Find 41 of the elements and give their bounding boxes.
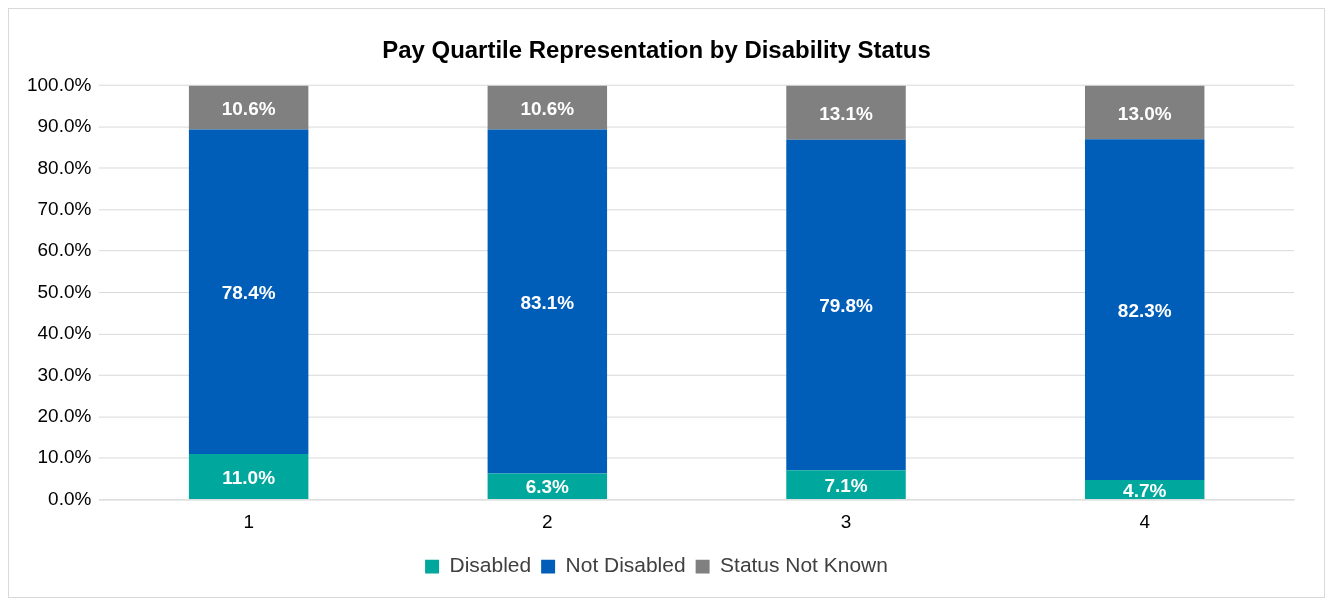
data-label: 7.1% [824,474,868,496]
data-label: 13.0% [1117,102,1172,124]
y-tick-label: 30.0% [37,363,92,385]
y-tick-label: 20.0% [37,404,92,426]
y-tick-label: 80.0% [37,156,92,178]
data-label: 83.1% [520,291,575,313]
x-tick-label: 1 [243,511,254,533]
legend-label: Status Not Known [720,553,888,577]
data-label: 13.1% [819,102,874,124]
legend-label: Disabled [449,553,532,577]
bar [188,85,309,130]
x-tick-label: 4 [1139,511,1150,533]
y-tick-label: 60.0% [37,239,92,261]
y-tick-label: 70.0% [37,197,92,219]
bar [188,453,309,500]
y-tick-label: 0.0% [48,487,92,509]
data-label: 79.8% [819,295,874,317]
bar [786,139,906,471]
y-tick-label: 40.0% [37,322,92,344]
bar [487,129,608,474]
y-tick-label: 90.0% [37,115,92,137]
bar [786,470,906,500]
data-label: 78.4% [221,281,276,303]
data-label: 11.0% [222,466,276,488]
bar [1084,85,1205,140]
y-tick-label: 50.0% [37,280,92,302]
chart-title: Pay Quartile Representation by Disability Status [382,35,931,63]
data-label: 4.7% [1123,479,1167,501]
bar [1084,139,1205,481]
legend-label: Not Disabled [565,553,686,577]
y-tick-label: 10.0% [37,446,92,468]
x-tick-label: 2 [542,511,553,533]
data-label: 82.3% [1117,299,1172,321]
data-label: 10.6% [221,97,276,119]
data-label: 6.3% [525,476,570,498]
x-tick-label: 3 [840,511,852,533]
data-label: 10.6% [520,97,575,119]
bar [188,129,309,454]
y-tick-label: 100.0% [27,73,92,95]
bar [786,85,906,140]
bar [487,473,608,500]
